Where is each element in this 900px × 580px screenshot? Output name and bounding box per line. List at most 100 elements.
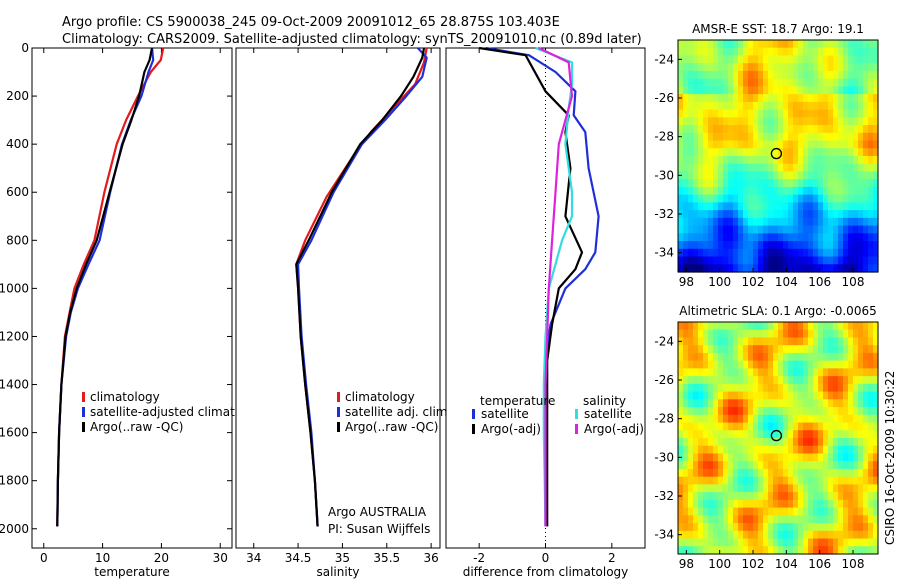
sla_map-cell: [793, 399, 799, 408]
sla_map-cell: [778, 360, 784, 369]
sla_map-cell: [833, 414, 839, 424]
sst_map-argo-marker: [770, 147, 783, 160]
sst_map-cell: [803, 194, 809, 203]
sst_map-cell: [833, 171, 839, 180]
sla_map-cell: [823, 399, 829, 408]
sst_map-cell: [793, 194, 799, 203]
sst_map-cell: [833, 63, 839, 72]
sla_map-cell: [813, 476, 819, 485]
sla_map-cell: [723, 468, 729, 478]
sst_map-xtick-label: 102: [742, 275, 765, 289]
sla_map-cell: [773, 453, 779, 462]
legend-label: Argo(..raw -QC): [345, 420, 438, 434]
sla_map-cell: [758, 476, 764, 485]
sst_map-cell: [718, 47, 724, 57]
sst_map-cell: [833, 186, 839, 196]
sla_map-cell: [808, 337, 814, 346]
sst_map-cell: [763, 264, 769, 273]
sla_map-cell: [768, 337, 774, 346]
sla_map-cell: [758, 546, 764, 555]
sla_map-cell: [678, 538, 684, 547]
sst_map-cell: [803, 233, 809, 242]
sla_map-cell: [718, 476, 724, 485]
sst_map-cell: [863, 233, 869, 242]
sla_map-cell: [693, 523, 699, 532]
sst_map-cell: [828, 156, 834, 165]
legend-swatch: [337, 392, 340, 402]
sst_map-cell: [693, 163, 699, 173]
sst_map-cell: [748, 256, 754, 265]
sst_map-cell: [783, 86, 789, 95]
sst_map-cell: [728, 210, 734, 219]
sst_map-cell: [708, 117, 714, 126]
sst_map-cell: [738, 140, 744, 149]
sla_map-cell: [778, 329, 784, 339]
sst_map-cell: [793, 40, 799, 49]
sst_map-cell: [758, 148, 764, 157]
sst_map-cell: [818, 140, 824, 149]
sst_map-cell: [833, 225, 839, 234]
sla_map-cell: [758, 523, 764, 532]
sst_map-cell: [808, 70, 814, 80]
sla_map-cell: [688, 329, 694, 339]
temperature-axes-frame: [31, 47, 233, 549]
sst_map-cell: [678, 78, 684, 87]
sst_map-cell: [858, 156, 864, 165]
sla_map-cell: [738, 414, 744, 424]
sst_map-cell: [723, 117, 729, 126]
sla_map-cell: [833, 476, 839, 485]
sst_map-cell: [693, 171, 699, 180]
sst_map-cell: [693, 241, 699, 250]
sla_map-cell: [818, 530, 824, 540]
sst_map-cell: [748, 47, 754, 57]
sla_map-cell: [843, 538, 849, 547]
sla_map-cell: [698, 492, 704, 501]
sst_map-cell: [793, 78, 799, 87]
sst_map-cell: [688, 47, 694, 57]
sst_map-cell: [748, 241, 754, 250]
sst_map-cell: [713, 94, 719, 103]
sla_map-cell: [838, 329, 844, 339]
sla_map-cell: [828, 461, 834, 470]
sla_map-cell: [828, 337, 834, 346]
sst_map-cell: [823, 264, 829, 273]
sst_map-cell: [803, 47, 809, 57]
sla_map-cell: [723, 422, 729, 431]
sst_map-cell: [823, 140, 829, 149]
sst_map-cell: [733, 55, 739, 64]
sst_map-cell: [818, 148, 824, 157]
sla_map-cell: [763, 523, 769, 532]
sst_map-cell: [763, 125, 769, 134]
sst_map-cell: [768, 194, 774, 203]
sla_map-cell: [723, 368, 729, 377]
sst_map-cell: [773, 140, 779, 149]
sla_map-cell: [678, 499, 684, 509]
sla_map-cell: [833, 507, 839, 516]
sst_map-cell: [858, 264, 864, 273]
sla_map-cell: [788, 376, 794, 385]
sla_map-cell: [818, 329, 824, 339]
sst_map-cell: [858, 256, 864, 265]
sla_map-cell: [823, 453, 829, 462]
sla_map-cell: [818, 430, 824, 439]
sst_map-cell: [778, 78, 784, 87]
sst_map-cell: [798, 86, 804, 95]
sst_map-cell: [838, 101, 844, 111]
sla_map-cell: [843, 461, 849, 470]
sst_map-cell: [858, 63, 864, 72]
sst_map-cell: [683, 156, 689, 165]
sst_map-cell: [678, 148, 684, 157]
sla_map-cell: [738, 484, 744, 493]
sla_map-cell: [768, 383, 774, 393]
sla_map-cell: [803, 453, 809, 462]
sla_map-cell: [713, 499, 719, 509]
sla_map-cell: [828, 352, 834, 362]
sla_map-cell: [813, 515, 819, 524]
sla_map-cell: [713, 445, 719, 455]
sst_map-cell: [818, 117, 824, 126]
sst_map-cell: [708, 163, 714, 173]
sla_map-cell: [768, 422, 774, 431]
sla_map-cell: [793, 538, 799, 547]
sst_map-cell: [798, 78, 804, 87]
